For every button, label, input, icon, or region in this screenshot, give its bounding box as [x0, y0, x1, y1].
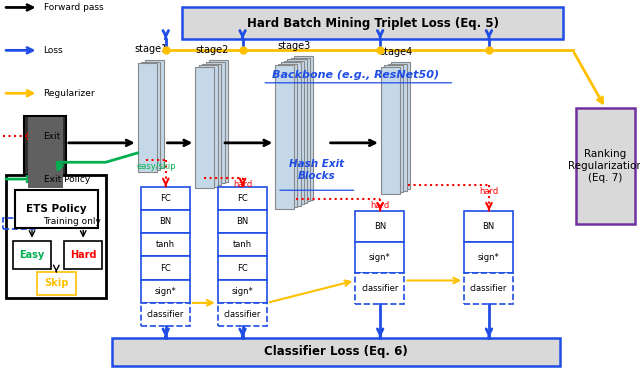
Polygon shape — [294, 56, 313, 200]
Text: Hard: Hard — [70, 250, 97, 260]
Polygon shape — [202, 64, 221, 185]
Text: Regularizer: Regularizer — [44, 89, 95, 98]
Text: Hard Batch Mining Triplet Loss (Eq. 5): Hard Batch Mining Triplet Loss (Eq. 5) — [247, 17, 499, 30]
Text: sign*: sign* — [232, 287, 253, 296]
Text: FC: FC — [160, 194, 171, 203]
Polygon shape — [198, 66, 218, 186]
Text: easy/skip: easy/skip — [136, 162, 176, 171]
Polygon shape — [284, 61, 303, 204]
FancyBboxPatch shape — [464, 273, 513, 304]
Text: hard: hard — [233, 180, 252, 189]
FancyBboxPatch shape — [141, 210, 190, 233]
Polygon shape — [205, 62, 225, 184]
Text: Forward pass: Forward pass — [44, 3, 103, 12]
FancyBboxPatch shape — [464, 211, 513, 242]
FancyBboxPatch shape — [355, 211, 404, 242]
FancyBboxPatch shape — [218, 233, 267, 257]
Text: BN: BN — [236, 217, 248, 226]
Text: Easy: Easy — [19, 250, 45, 260]
Text: FC: FC — [160, 264, 171, 273]
Polygon shape — [145, 60, 164, 168]
FancyBboxPatch shape — [464, 242, 513, 273]
FancyBboxPatch shape — [141, 303, 190, 326]
Text: BN: BN — [374, 222, 386, 231]
FancyBboxPatch shape — [15, 190, 98, 228]
Polygon shape — [388, 64, 407, 191]
Text: Hash Exit
Blocks: Hash Exit Blocks — [289, 159, 344, 181]
Polygon shape — [282, 62, 301, 206]
FancyBboxPatch shape — [218, 186, 267, 210]
Polygon shape — [209, 60, 228, 182]
Polygon shape — [195, 67, 214, 188]
FancyBboxPatch shape — [37, 272, 76, 295]
Text: Loss: Loss — [44, 46, 63, 55]
FancyBboxPatch shape — [6, 175, 106, 298]
FancyBboxPatch shape — [24, 116, 66, 190]
Text: stage3: stage3 — [277, 41, 310, 51]
Polygon shape — [141, 62, 160, 170]
FancyBboxPatch shape — [64, 241, 102, 269]
FancyBboxPatch shape — [355, 242, 404, 273]
Polygon shape — [391, 62, 410, 189]
Text: stage4: stage4 — [379, 47, 412, 56]
FancyBboxPatch shape — [112, 338, 560, 366]
Polygon shape — [291, 58, 310, 201]
Polygon shape — [384, 66, 403, 192]
FancyBboxPatch shape — [182, 7, 563, 39]
FancyBboxPatch shape — [576, 108, 635, 224]
FancyBboxPatch shape — [13, 241, 51, 269]
Text: Backbone (e.g., ResNet50): Backbone (e.g., ResNet50) — [271, 70, 439, 79]
Polygon shape — [275, 65, 294, 209]
Text: Training only: Training only — [44, 217, 101, 226]
Polygon shape — [381, 67, 400, 194]
Text: sign*: sign* — [155, 287, 176, 296]
Text: tanh: tanh — [233, 240, 252, 249]
Text: classifier: classifier — [223, 310, 261, 319]
Text: Classifier Loss (Eq. 6): Classifier Loss (Eq. 6) — [264, 345, 408, 358]
FancyBboxPatch shape — [218, 257, 267, 280]
Text: hard: hard — [479, 187, 499, 196]
Text: Ranking
Regularization
(Eq. 7): Ranking Regularization (Eq. 7) — [568, 149, 640, 183]
Text: classifier: classifier — [147, 310, 184, 319]
Text: FC: FC — [237, 264, 248, 273]
Text: Exit Policy: Exit Policy — [44, 175, 90, 184]
Polygon shape — [287, 59, 307, 203]
Text: classifier: classifier — [470, 284, 508, 293]
Text: sign*: sign* — [478, 253, 499, 262]
FancyBboxPatch shape — [141, 233, 190, 257]
FancyBboxPatch shape — [218, 210, 267, 233]
Polygon shape — [278, 64, 298, 207]
FancyBboxPatch shape — [355, 273, 404, 304]
Text: Exit: Exit — [44, 132, 61, 141]
Text: hard: hard — [371, 201, 390, 210]
Text: Skip: Skip — [44, 279, 68, 288]
Polygon shape — [138, 63, 157, 172]
Text: tanh: tanh — [156, 240, 175, 249]
Text: ETS Policy: ETS Policy — [26, 204, 86, 214]
FancyBboxPatch shape — [28, 117, 63, 188]
FancyBboxPatch shape — [141, 280, 190, 303]
FancyBboxPatch shape — [218, 280, 267, 303]
Text: stage1: stage1 — [134, 44, 167, 54]
Text: BN: BN — [159, 217, 172, 226]
Text: BN: BN — [483, 222, 495, 231]
Text: classifier: classifier — [361, 284, 399, 293]
FancyBboxPatch shape — [141, 186, 190, 210]
Text: FC: FC — [237, 194, 248, 203]
Text: stage2: stage2 — [195, 45, 228, 55]
FancyBboxPatch shape — [218, 303, 267, 326]
FancyBboxPatch shape — [141, 257, 190, 280]
Text: sign*: sign* — [369, 253, 390, 262]
